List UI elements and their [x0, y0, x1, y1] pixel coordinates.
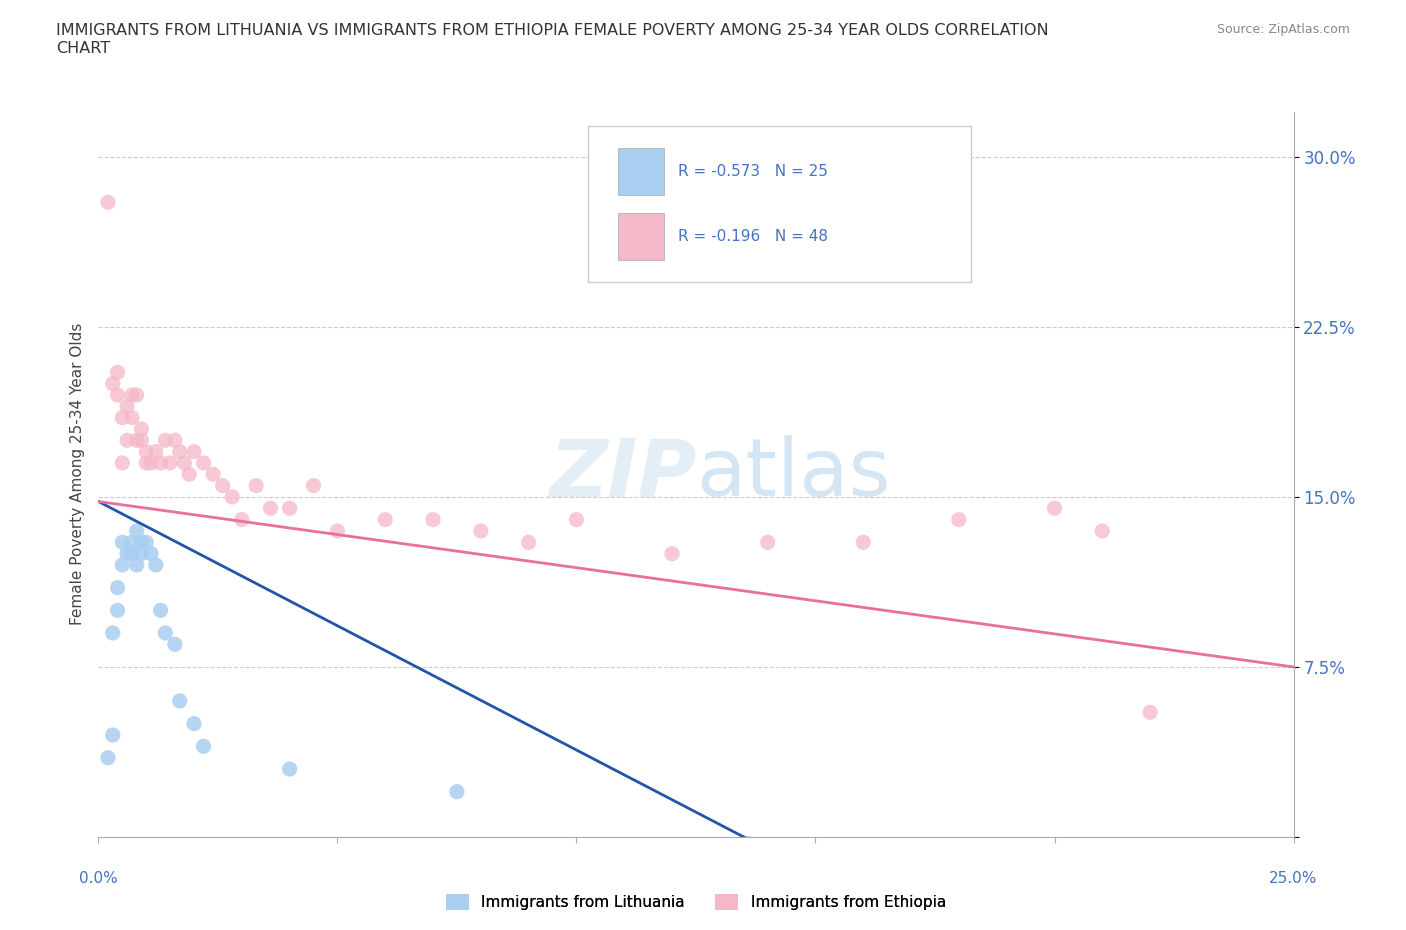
Text: R = -0.573   N = 25: R = -0.573 N = 25 — [678, 164, 828, 179]
Point — [756, 535, 779, 550]
Point — [97, 195, 120, 210]
Point — [139, 546, 162, 561]
Point — [97, 751, 120, 765]
Point — [131, 546, 153, 561]
Point — [101, 626, 124, 641]
Point — [661, 546, 683, 561]
Point — [107, 365, 129, 379]
Point — [1091, 524, 1114, 538]
Point — [852, 535, 875, 550]
FancyBboxPatch shape — [619, 148, 664, 195]
Text: 25.0%: 25.0% — [1270, 871, 1317, 886]
Point — [179, 467, 201, 482]
Point — [259, 501, 281, 516]
Point — [1043, 501, 1066, 516]
Point — [125, 558, 148, 573]
Point — [155, 432, 177, 447]
Point — [374, 512, 396, 527]
Point — [1139, 705, 1161, 720]
Point — [125, 388, 148, 403]
Point — [211, 478, 233, 493]
Text: ZIP: ZIP — [548, 435, 696, 513]
Point — [163, 637, 186, 652]
Point — [131, 535, 153, 550]
Point — [125, 432, 148, 447]
Point — [111, 410, 134, 425]
Point — [125, 524, 148, 538]
Point — [155, 626, 177, 641]
FancyBboxPatch shape — [619, 213, 664, 260]
Y-axis label: Female Poverty Among 25-34 Year Olds: Female Poverty Among 25-34 Year Olds — [69, 323, 84, 626]
Text: IMMIGRANTS FROM LITHUANIA VS IMMIGRANTS FROM ETHIOPIA FEMALE POVERTY AMONG 25-34: IMMIGRANTS FROM LITHUANIA VS IMMIGRANTS … — [56, 23, 1049, 56]
Point — [121, 546, 143, 561]
Point — [202, 467, 225, 482]
Point — [115, 432, 138, 447]
Point — [111, 456, 134, 471]
FancyBboxPatch shape — [588, 126, 970, 282]
Point — [169, 694, 191, 709]
Point — [948, 512, 970, 527]
Point — [121, 410, 143, 425]
Point — [326, 524, 349, 538]
Point — [101, 376, 124, 391]
Point — [193, 738, 215, 753]
Point — [278, 501, 301, 516]
Point — [135, 456, 157, 471]
Point — [183, 445, 205, 459]
Point — [149, 456, 172, 471]
Point — [193, 456, 215, 471]
Text: Source: ZipAtlas.com: Source: ZipAtlas.com — [1216, 23, 1350, 36]
Point — [111, 558, 134, 573]
Legend: Immigrants from Lithuania, Immigrants from Ethiopia: Immigrants from Lithuania, Immigrants fr… — [440, 888, 952, 916]
Point — [422, 512, 444, 527]
Point — [221, 489, 243, 504]
Point — [163, 432, 186, 447]
Point — [107, 603, 129, 618]
Point — [145, 445, 167, 459]
Point — [446, 784, 468, 799]
Point — [470, 524, 492, 538]
Point — [159, 456, 181, 471]
Point — [173, 456, 195, 471]
Point — [115, 546, 138, 561]
Point — [121, 535, 143, 550]
Point — [149, 603, 172, 618]
Point — [278, 762, 301, 777]
Point — [115, 399, 138, 414]
Point — [231, 512, 253, 527]
Text: R = -0.196   N = 48: R = -0.196 N = 48 — [678, 229, 828, 244]
Point — [169, 445, 191, 459]
Text: 0.0%: 0.0% — [79, 871, 118, 886]
Point — [302, 478, 325, 493]
Point — [135, 445, 157, 459]
Point — [135, 535, 157, 550]
Point — [565, 512, 588, 527]
Point — [131, 432, 153, 447]
Point — [183, 716, 205, 731]
Point — [145, 558, 167, 573]
Point — [107, 580, 129, 595]
Point — [121, 388, 143, 403]
Point — [111, 535, 134, 550]
Point — [101, 727, 124, 742]
Text: atlas: atlas — [696, 435, 890, 513]
Point — [517, 535, 540, 550]
Point — [131, 421, 153, 436]
Point — [245, 478, 267, 493]
Point — [107, 388, 129, 403]
Point — [139, 456, 162, 471]
